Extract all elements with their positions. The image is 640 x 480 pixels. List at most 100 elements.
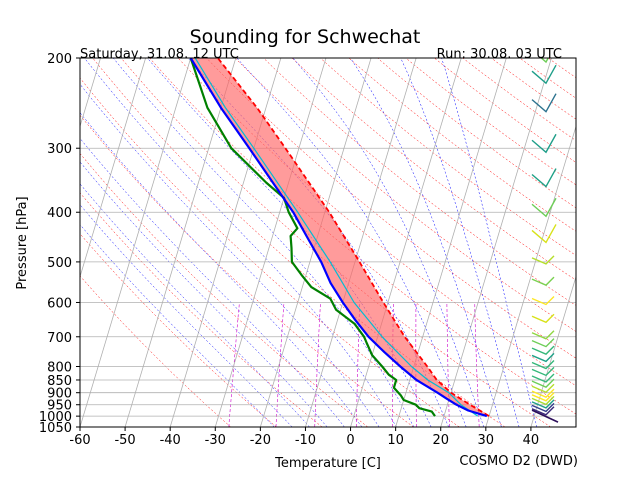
y-tick-label: 950 <box>47 399 72 414</box>
wind-barb <box>531 395 555 406</box>
profile-lines <box>189 58 490 418</box>
dry-adiabat-line <box>320 58 576 256</box>
virtual-temperature-line <box>194 58 479 417</box>
wind-barb-shaft <box>531 93 557 113</box>
y-tick-label: 900 <box>47 387 72 402</box>
moist-adiabat-line <box>400 58 520 427</box>
moist-adiabat-line <box>80 183 310 427</box>
dry-adiabat-line <box>405 58 576 186</box>
wind-barb <box>531 378 555 388</box>
y-tick-label: 300 <box>47 142 72 157</box>
wind-barb-shaft <box>531 197 557 218</box>
wind-barbs <box>531 58 559 423</box>
isotherm-gridline <box>305 58 417 427</box>
wind-barb-shaft <box>531 330 555 340</box>
x-tick-label: -20 <box>250 433 271 448</box>
wind-barb <box>531 392 555 402</box>
mixing-ratio-line <box>356 302 360 427</box>
moist-adiabat-line <box>80 83 380 427</box>
wind-barb <box>531 388 555 398</box>
plot-frame <box>79 57 577 428</box>
y-axis-label: Pressure [hPa] <box>15 196 30 289</box>
mixing-ratio-line <box>228 302 240 427</box>
wind-barb <box>531 352 555 363</box>
dry-adiabat-line <box>92 58 506 427</box>
wind-barb <box>540 58 550 64</box>
wind-barb <box>531 366 555 377</box>
moist-adiabat-line <box>236 58 467 427</box>
wind-barb <box>531 406 555 416</box>
dry-adiabat-line <box>491 58 576 120</box>
mixing-ratio-line <box>391 302 394 427</box>
wind-barb-shaft <box>531 406 555 416</box>
wind-barb <box>531 276 555 286</box>
dry-adiabat-line <box>80 275 231 427</box>
isotherm-gridline <box>214 58 327 427</box>
wind-barb-shaft <box>531 373 555 383</box>
moist-adiabat-line <box>147 58 432 427</box>
moist-adiabat-line <box>441 58 538 427</box>
x-tick-label: -10 <box>295 433 316 448</box>
dry-adiabat-line <box>548 58 576 78</box>
wind-barb <box>531 133 557 154</box>
wind-barb <box>531 409 559 423</box>
wind-barb-shaft <box>531 402 555 413</box>
wind-barb <box>531 93 557 113</box>
wind-barb-shaft <box>531 366 555 377</box>
wind-barb-shaft <box>531 359 555 370</box>
moist-adiabat-line <box>350 58 502 427</box>
x-tick-label: 30 <box>478 433 495 448</box>
wind-barb <box>531 330 555 340</box>
mixing-ratio-line <box>446 302 450 427</box>
wind-barb-shaft <box>531 338 555 348</box>
wind-barb <box>531 338 555 348</box>
dry-adiabat-line <box>577 58 640 427</box>
wind-barb <box>531 373 555 383</box>
moist-adiabat-line <box>80 204 293 427</box>
wind-barb-shaft <box>531 255 555 265</box>
wind-barb-shaft <box>531 392 555 402</box>
wind-barb-shaft <box>531 276 555 286</box>
x-tick-label: -40 <box>160 433 181 448</box>
x-tick-label: -50 <box>114 433 135 448</box>
y-tick-label: 1050 <box>39 421 72 436</box>
y-tick-label: 400 <box>47 206 72 221</box>
wind-barb-shaft <box>531 409 559 423</box>
dewpoint-line <box>189 58 436 417</box>
wind-barb <box>531 345 555 355</box>
x-tick-label: -60 <box>69 433 90 448</box>
y-tick-label: 800 <box>47 360 72 375</box>
isotherm-gridline <box>530 275 576 427</box>
isotherm-gridline <box>575 425 576 427</box>
isotherm-gridline <box>124 58 237 427</box>
x-tick-label: 0 <box>346 433 354 448</box>
x-tick-label: 20 <box>432 433 449 448</box>
x-tick-label: 10 <box>387 433 404 448</box>
dry-adiabat-line <box>80 153 368 427</box>
wind-barb <box>531 295 555 306</box>
plot-area <box>80 58 640 427</box>
wind-barb-shaft <box>531 224 557 244</box>
moist-adiabat-line <box>80 224 275 427</box>
isotherm-gridline <box>485 125 576 427</box>
isotherm-gridline <box>80 58 146 279</box>
moist-adiabat-line <box>113 58 415 427</box>
wind-barb-shaft <box>540 58 550 64</box>
wind-barb-shaft <box>531 313 555 324</box>
moist-adiabat-line <box>80 112 363 427</box>
wind-barb-shaft <box>531 168 557 188</box>
x-tick-label: -30 <box>205 433 226 448</box>
wind-barb <box>531 359 555 370</box>
cape-area <box>190 58 490 417</box>
x-tick-label: 40 <box>523 433 540 448</box>
chart-title: Sounding for Schwechat <box>190 26 421 48</box>
model-source-label: COSMO D2 (DWD) <box>459 454 578 469</box>
y-tick-label: 700 <box>47 331 72 346</box>
mixing-ratio-line <box>314 302 321 427</box>
wind-barb <box>531 313 555 324</box>
wind-barb <box>531 64 557 85</box>
temperature-line <box>189 58 488 418</box>
wind-barb <box>531 255 555 265</box>
